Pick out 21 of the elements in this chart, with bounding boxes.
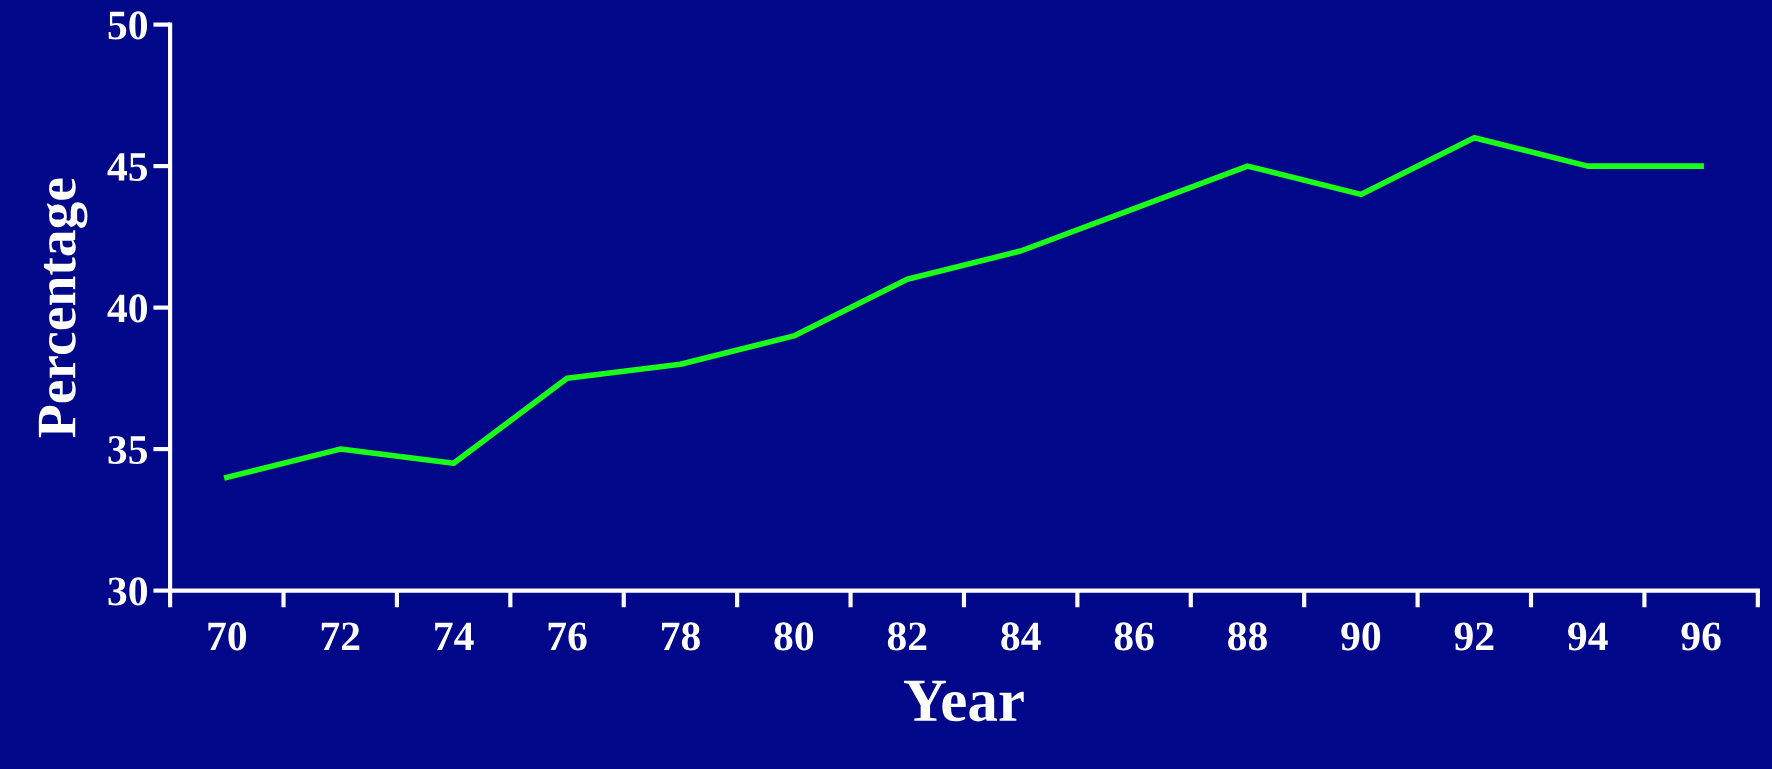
x-tick-label: 86 [1114,622,1154,651]
x-axis-title: Year [903,680,1024,722]
x-tick-label: 96 [1681,622,1721,651]
y-tick-label: 40 [107,294,147,323]
y-tick-label: 45 [107,153,148,181]
x-tick-label: 84 [1001,622,1041,651]
x-tick-label: 88 [1228,622,1267,651]
x-tick-label: 82 [887,622,927,651]
x-tick-label: 92 [1454,622,1494,651]
x-tick-label: 78 [662,622,700,651]
y-tick-label: 35 [108,435,148,464]
x-tick-label: 72 [321,622,360,651]
y-tick-label: 50 [108,11,147,40]
x-tick-label: 76 [548,622,587,651]
x-tick-label: 80 [774,622,814,651]
x-tick-label: 94 [1568,622,1608,651]
x-tick-label: 70 [208,622,247,651]
x-tick-label: 74 [435,622,474,651]
y-axis-title: Percentage [38,178,88,438]
y-tick-label: 30 [108,577,147,606]
x-tick-label: 90 [1341,622,1381,651]
